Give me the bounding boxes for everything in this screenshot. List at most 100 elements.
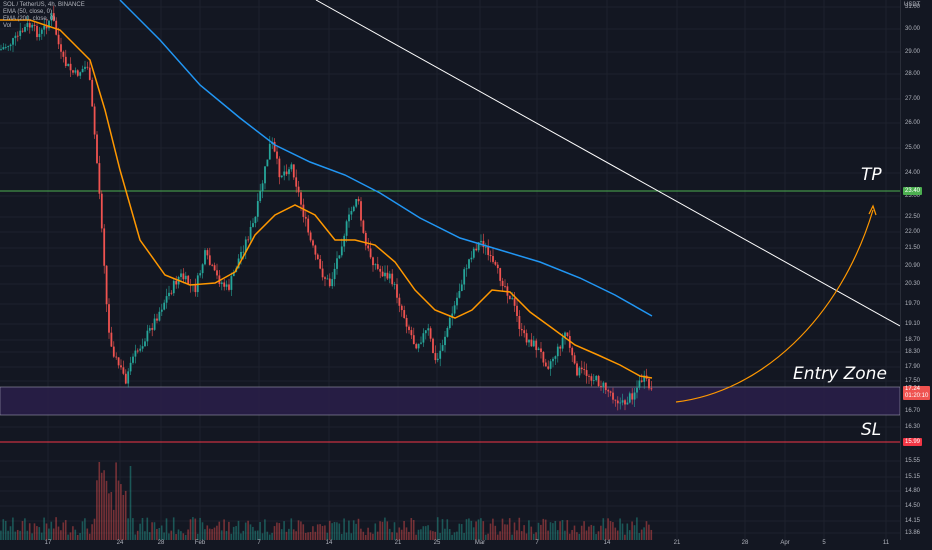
volume-bar [415,534,417,540]
candle-body [405,317,408,327]
current-price: 17.24 [905,386,921,392]
price-tick-label: 19.10 [905,321,921,327]
candle-body [201,264,204,274]
volume-bar [103,470,105,540]
candle-body [376,264,379,269]
volume-bar [561,520,564,540]
candle-body [67,63,70,66]
candle-body [360,201,362,221]
volume-bar [554,521,557,540]
candle-body [427,328,430,331]
currency-label: USDT [904,2,921,8]
candle-body [547,366,550,369]
volume-bar [124,490,127,540]
candle-body [244,239,247,252]
candle-body [540,348,542,352]
candle-body [117,357,120,366]
candle-body [441,345,444,351]
volume-bar [621,523,624,540]
candle-body [43,25,46,30]
candle-body [528,339,530,343]
candle-body [492,256,494,262]
volume-bar [391,532,393,540]
candle-body [595,375,598,381]
price-tick-label: 16.70 [905,408,921,414]
volume-bar [151,522,153,540]
candle-body [148,328,151,331]
time-tick-label: Mar [474,540,486,546]
volume-bar [537,522,540,540]
candle-body [636,387,638,393]
candle-body [386,272,389,279]
volume-bar [175,534,177,540]
candle-body [88,67,91,80]
volume-bar [626,523,629,540]
volume-bar [16,529,19,540]
candle-body [501,280,504,286]
volume-bar [566,520,569,540]
projection-arrow[interactable] [675,209,874,403]
candle-body [283,171,286,176]
candle-body [48,20,50,29]
legend-ema-slow[interactable]: EMA (200, close, 0) [3,16,56,22]
volume-bar [184,534,187,540]
candle-body [614,399,617,401]
candle-body [218,275,221,284]
volume-bar [256,530,259,540]
volume-bar [93,518,96,540]
price-tick-label: 30.00 [905,26,921,32]
candle-body [616,400,619,404]
volume-bar [177,529,180,540]
candle-body [170,292,173,294]
volume-bar [619,518,621,540]
volume-bar [254,530,257,540]
candle-body [280,175,283,178]
volume-bar [374,523,377,540]
price-tick-label: 15.55 [905,458,921,464]
legend-volume[interactable]: Vol [3,23,12,29]
volume-bar [19,530,21,540]
candle-body [456,297,458,306]
volume-bar [535,532,537,540]
volume-bar [0,530,2,540]
candle-body [480,240,482,243]
candle-body [168,292,170,297]
time-tick-label: Apr [780,540,790,546]
entry-zone-box[interactable] [0,386,900,416]
candle-body [619,402,622,404]
price-axis[interactable]: USDT 31.00 30.00 29.00 28.00 27.00 26.00 25.00… [900,0,932,540]
volume-bar [465,519,468,540]
legend-symbol[interactable]: SOL / TetherUS, 4h, BINANCE [3,2,85,8]
volume-bar [108,493,110,540]
volume-bar [43,517,45,540]
time-tick-label: Feb [194,540,206,546]
volume-bar [643,527,645,540]
candle-body [261,183,264,192]
time-axis[interactable]: 17 24 28 Feb 7 14 21 25 Mar 7 14 21 28 Apr 5 11 [0,540,900,550]
candle-body [403,310,406,318]
legend-ema-fast[interactable]: EMA (50, close, 0) [3,9,53,15]
volume-bar [165,518,168,540]
candle-body [316,254,319,260]
price-chart[interactable] [0,0,900,540]
candle-body [60,44,62,52]
volume-bar [343,518,345,540]
entry-zone-annotation: Entry Zone [793,364,887,384]
volume-bar [55,517,57,540]
volume-bar [518,517,521,540]
volume-bar [38,527,41,540]
candle-body [604,382,607,391]
candle-body [472,248,475,258]
time-tick-label: 14 [603,540,611,546]
candle-body [511,298,514,300]
volume-bar [57,526,60,540]
volume-bar [2,519,5,540]
candle-body [523,330,526,334]
volume-bar [259,521,261,540]
candle-body [127,371,130,384]
candle-body [79,72,82,76]
volume-bar [600,525,602,540]
descending-trendline[interactable] [315,0,900,327]
candle-body [362,220,365,233]
candle-body [576,363,578,376]
